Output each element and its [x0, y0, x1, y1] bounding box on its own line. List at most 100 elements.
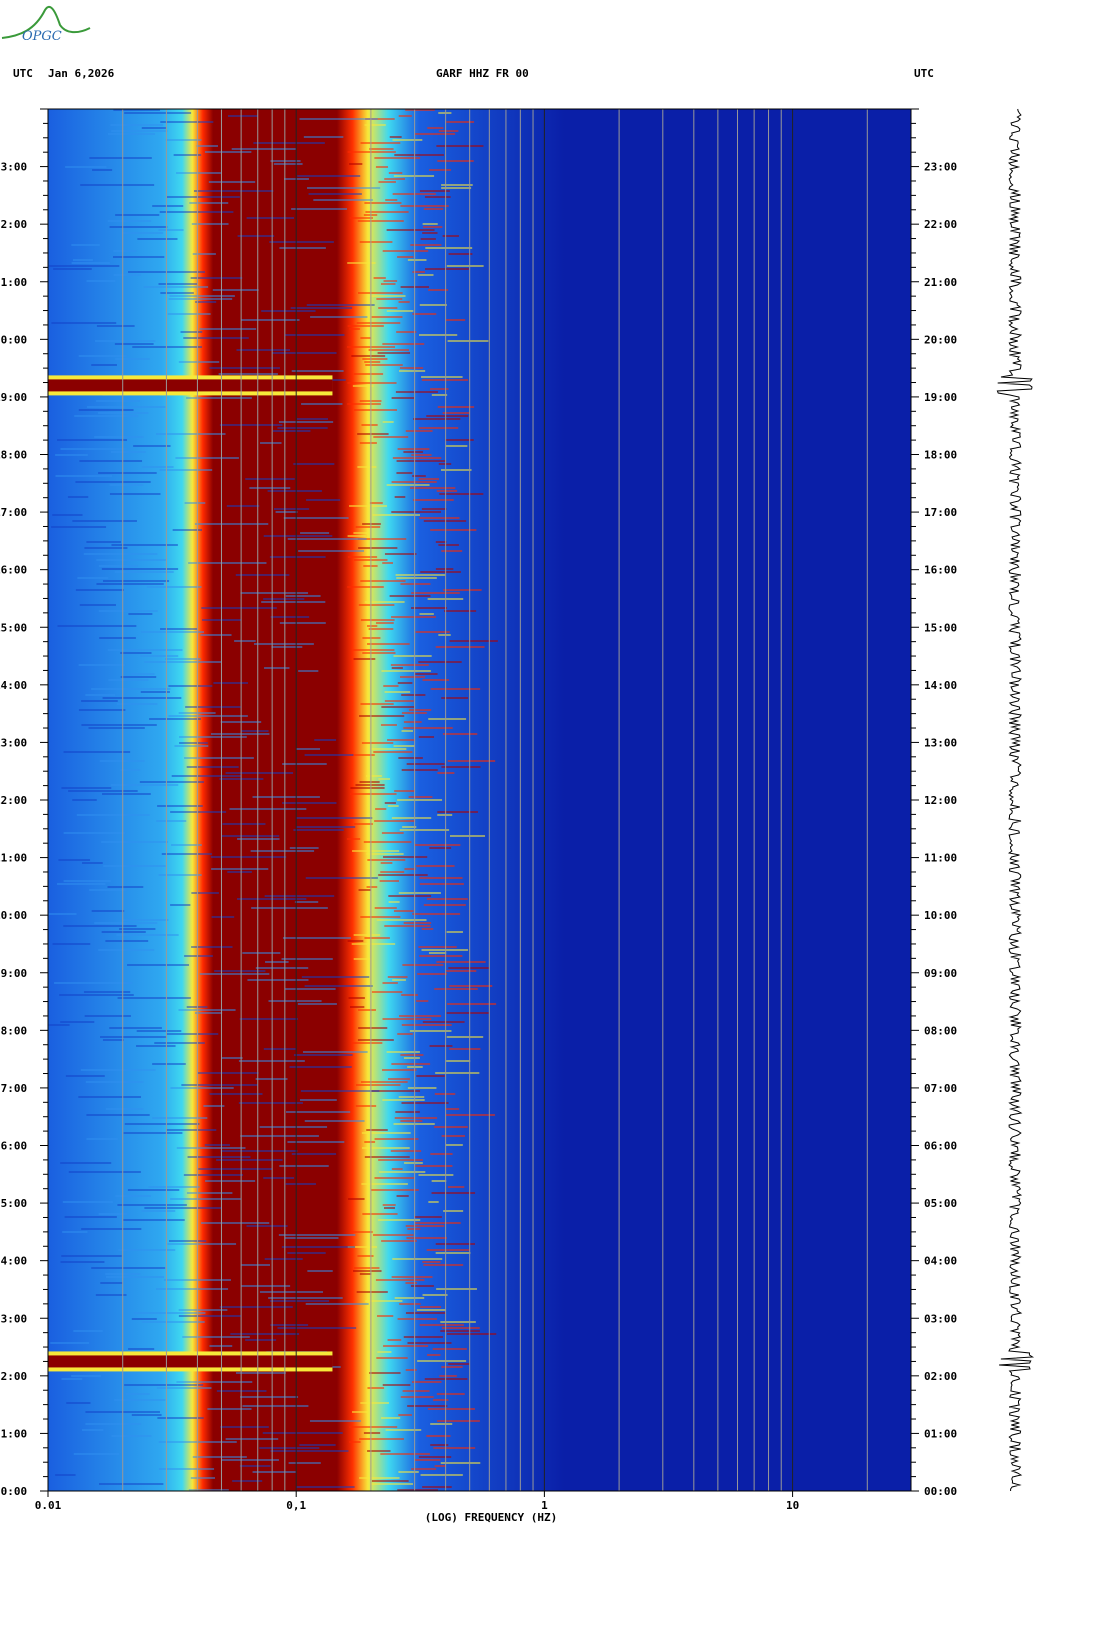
energy-streak	[441, 1366, 463, 1368]
noise-streak	[80, 1069, 156, 1071]
noise-streak	[255, 1078, 288, 1080]
energy-streak	[372, 514, 421, 516]
energy-streak	[379, 880, 400, 882]
energy-streak	[358, 604, 395, 606]
noise-streak	[199, 973, 270, 975]
energy-streak	[440, 1321, 476, 1323]
noise-streak	[65, 166, 107, 168]
noise-streak	[101, 568, 179, 570]
noise-streak	[273, 163, 303, 165]
energy-streak	[445, 970, 477, 972]
energy-streak	[401, 1102, 449, 1104]
energy-streak	[360, 1402, 389, 1404]
noise-streak	[94, 436, 144, 438]
noise-streak	[231, 148, 296, 150]
energy-streak	[347, 151, 396, 153]
time-label-left: 22:00	[0, 218, 27, 231]
noise-streak	[299, 1444, 336, 1446]
noise-streak	[272, 430, 311, 432]
energy-streak	[371, 991, 403, 993]
energy-streak	[440, 1462, 481, 1464]
noise-streak	[252, 796, 320, 798]
noise-streak	[268, 1297, 343, 1299]
energy-streak	[430, 1153, 453, 1155]
energy-streak	[347, 556, 378, 558]
energy-streak	[441, 184, 473, 186]
energy-streak	[374, 1177, 415, 1179]
energy-streak	[405, 1225, 445, 1227]
noise-streak	[269, 556, 326, 558]
time-label-left: 23:00	[0, 161, 27, 174]
noise-streak	[176, 172, 221, 174]
energy-streak	[388, 901, 400, 903]
energy-streak	[375, 622, 394, 624]
noise-streak	[270, 1450, 349, 1452]
noise-streak	[251, 907, 328, 909]
energy-streak	[436, 490, 458, 492]
energy-streak	[432, 1348, 467, 1350]
noise-streak	[299, 118, 378, 120]
freq-tick-label: 1	[541, 1499, 548, 1512]
event-band	[48, 1355, 333, 1368]
noise-streak	[253, 142, 325, 144]
noise-streak	[270, 616, 310, 618]
noise-streak	[304, 754, 354, 756]
noise-streak	[305, 1303, 369, 1305]
noise-streak	[296, 748, 321, 750]
energy-streak	[367, 1450, 391, 1452]
energy-streak	[437, 406, 475, 408]
noise-streak	[264, 895, 335, 897]
energy-streak	[435, 568, 454, 570]
noise-streak	[82, 862, 103, 864]
energy-streak	[421, 508, 447, 510]
energy-streak	[421, 928, 434, 930]
energy-streak	[369, 148, 394, 150]
noise-streak	[314, 739, 337, 741]
energy-band	[48, 109, 565, 1491]
energy-streak	[359, 1438, 404, 1440]
energy-streak	[365, 1300, 403, 1302]
noise-streak	[51, 322, 117, 324]
energy-streak	[381, 670, 431, 672]
time-label-left: 11:00	[0, 852, 27, 865]
noise-streak	[170, 811, 227, 813]
noise-streak	[107, 886, 144, 888]
noise-streak	[160, 628, 198, 630]
energy-streak	[353, 1270, 382, 1272]
freq-tick-label: 0,1	[286, 1499, 306, 1512]
energy-streak	[435, 646, 485, 648]
noise-streak	[171, 775, 242, 777]
noise-streak	[156, 820, 187, 822]
energy-streak	[395, 574, 445, 576]
energy-streak	[357, 1255, 374, 1257]
noise-streak	[196, 145, 218, 147]
energy-streak	[412, 499, 454, 501]
noise-streak	[166, 196, 240, 198]
energy-streak	[359, 715, 405, 717]
noise-streak	[208, 181, 256, 183]
noise-streak	[117, 1204, 187, 1206]
energy-streak	[433, 1447, 476, 1449]
energy-streak	[347, 262, 376, 264]
noise-streak	[284, 988, 336, 990]
noise-streak	[290, 307, 353, 309]
noise-streak	[278, 1234, 356, 1236]
energy-streak	[360, 580, 406, 582]
energy-streak	[397, 448, 430, 450]
noise-streak	[214, 970, 266, 972]
date-label: Jan 6,2026	[48, 67, 115, 80]
energy-streak	[349, 1426, 398, 1428]
time-label-left: 15:00	[0, 621, 27, 634]
energy-streak	[427, 127, 444, 129]
energy-streak	[398, 757, 423, 759]
energy-streak	[366, 853, 404, 855]
energy-streak	[384, 700, 414, 702]
time-label-right: 21:00	[924, 276, 957, 289]
energy-streak	[405, 1369, 417, 1371]
energy-streak	[368, 349, 409, 351]
energy-streak	[379, 1171, 426, 1173]
energy-streak	[442, 1327, 480, 1329]
noise-streak	[249, 487, 291, 489]
noise-streak	[192, 253, 216, 255]
noise-streak	[221, 1459, 279, 1461]
